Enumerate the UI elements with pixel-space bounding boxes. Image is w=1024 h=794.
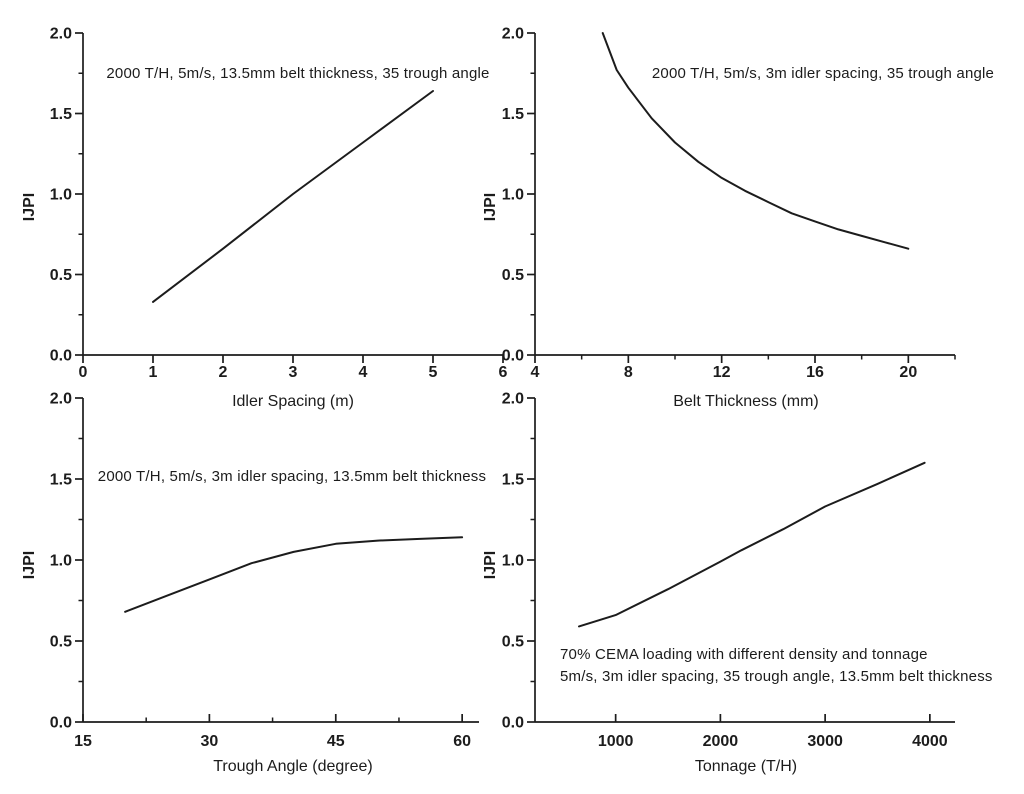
x-tick-label: 5 bbox=[429, 364, 438, 381]
y-tick-label: 0.0 bbox=[50, 348, 72, 365]
x-tick-label: 60 bbox=[453, 733, 471, 750]
x-axis-title: Belt Thickness (mm) bbox=[673, 393, 819, 410]
chart-annotation: 2000 T/H, 5m/s, 13.5mm belt thickness, 3… bbox=[106, 65, 489, 82]
y-tick-label: 0.0 bbox=[502, 715, 524, 732]
y-tick-label: 0.0 bbox=[502, 348, 524, 365]
chart-annotation: 2000 T/H, 5m/s, 3m idler spacing, 13.5mm… bbox=[98, 468, 486, 485]
x-tick-label: 4 bbox=[531, 364, 540, 381]
chart-annotation: 5m/s, 3m idler spacing, 35 trough angle,… bbox=[560, 668, 993, 685]
y-tick-label: 1.0 bbox=[50, 553, 72, 570]
y-tick-label: 0.5 bbox=[502, 634, 524, 651]
y-tick-label: 2.0 bbox=[502, 26, 524, 43]
x-tick-label: 1000 bbox=[598, 733, 634, 750]
chart-belt-thickness: 4 8 12 16 20 0.0 0.5 1.0 1.5 2.0 Belt Thickness (m… bbox=[482, 26, 994, 411]
x-tick-label: 3000 bbox=[807, 733, 843, 750]
y-tick-label: 1.5 bbox=[50, 472, 72, 489]
y-tick-label: 2.0 bbox=[502, 391, 524, 408]
x-tick-label: 6 bbox=[499, 364, 508, 381]
x-tick-label: 2000 bbox=[703, 733, 739, 750]
series-line bbox=[124, 536, 464, 613]
y-tick-label: 0.5 bbox=[502, 267, 524, 284]
y-tick-label: 0.0 bbox=[50, 715, 72, 732]
x-tick-label: 20 bbox=[899, 364, 917, 381]
y-tick-label: 2.0 bbox=[50, 391, 72, 408]
x-tick-label: 2 bbox=[219, 364, 228, 381]
x-tick-label: 0 bbox=[79, 364, 88, 381]
chart-tonnage: 1000 2000 3000 4000 0.0 0.5 1.0 1.5 2.0 Tonnage (… bbox=[482, 391, 993, 776]
y-axis-title: IJPI bbox=[21, 551, 38, 579]
x-tick-label: 3 bbox=[289, 364, 298, 381]
x-tick-label: 15 bbox=[74, 733, 92, 750]
y-tick-label: 0.5 bbox=[50, 267, 72, 284]
y-tick-label: 1.0 bbox=[502, 187, 524, 204]
y-axis-title: IJPI bbox=[482, 193, 499, 221]
x-tick-label: 8 bbox=[624, 364, 633, 381]
x-tick-label: 30 bbox=[200, 733, 218, 750]
x-axis-title: Trough Angle (degree) bbox=[213, 758, 373, 775]
y-tick-label: 1.5 bbox=[502, 106, 524, 123]
y-tick-label: 1.0 bbox=[502, 553, 524, 570]
y-axis-title: IJPI bbox=[482, 551, 499, 579]
y-tick-label: 1.5 bbox=[502, 472, 524, 489]
x-tick-label: 4000 bbox=[912, 733, 948, 750]
chart-trough-angle: 15 30 45 60 0.0 0.5 1.0 1.5 2.0 Trough Angle (deg… bbox=[21, 391, 486, 776]
series-line bbox=[578, 461, 926, 628]
x-tick-label: 1 bbox=[149, 364, 158, 381]
chart-annotation: 2000 T/H, 5m/s, 3m idler spacing, 35 tro… bbox=[652, 65, 994, 82]
x-tick-label: 4 bbox=[359, 364, 368, 381]
x-tick-label: 16 bbox=[806, 364, 824, 381]
x-axis-title: Tonnage (T/H) bbox=[695, 758, 797, 775]
x-tick-label: 45 bbox=[327, 733, 345, 750]
y-tick-label: 1.0 bbox=[50, 187, 72, 204]
x-tick-label: 12 bbox=[713, 364, 731, 381]
y-axis-title: IJPI bbox=[21, 193, 38, 221]
series-line bbox=[152, 90, 434, 303]
y-tick-label: 1.5 bbox=[50, 106, 72, 123]
chart-annotation: 70% CEMA loading with different density … bbox=[560, 646, 928, 663]
series-line bbox=[601, 32, 910, 250]
chart-idler-spacing: 0 1 2 3 4 5 6 0.0 0.5 1.0 1.5 2.0 Idler Spacing (m) I… bbox=[21, 26, 508, 411]
x-axis-title: Idler Spacing (m) bbox=[232, 393, 354, 410]
y-tick-label: 0.5 bbox=[50, 634, 72, 651]
y-tick-label: 2.0 bbox=[50, 26, 72, 43]
